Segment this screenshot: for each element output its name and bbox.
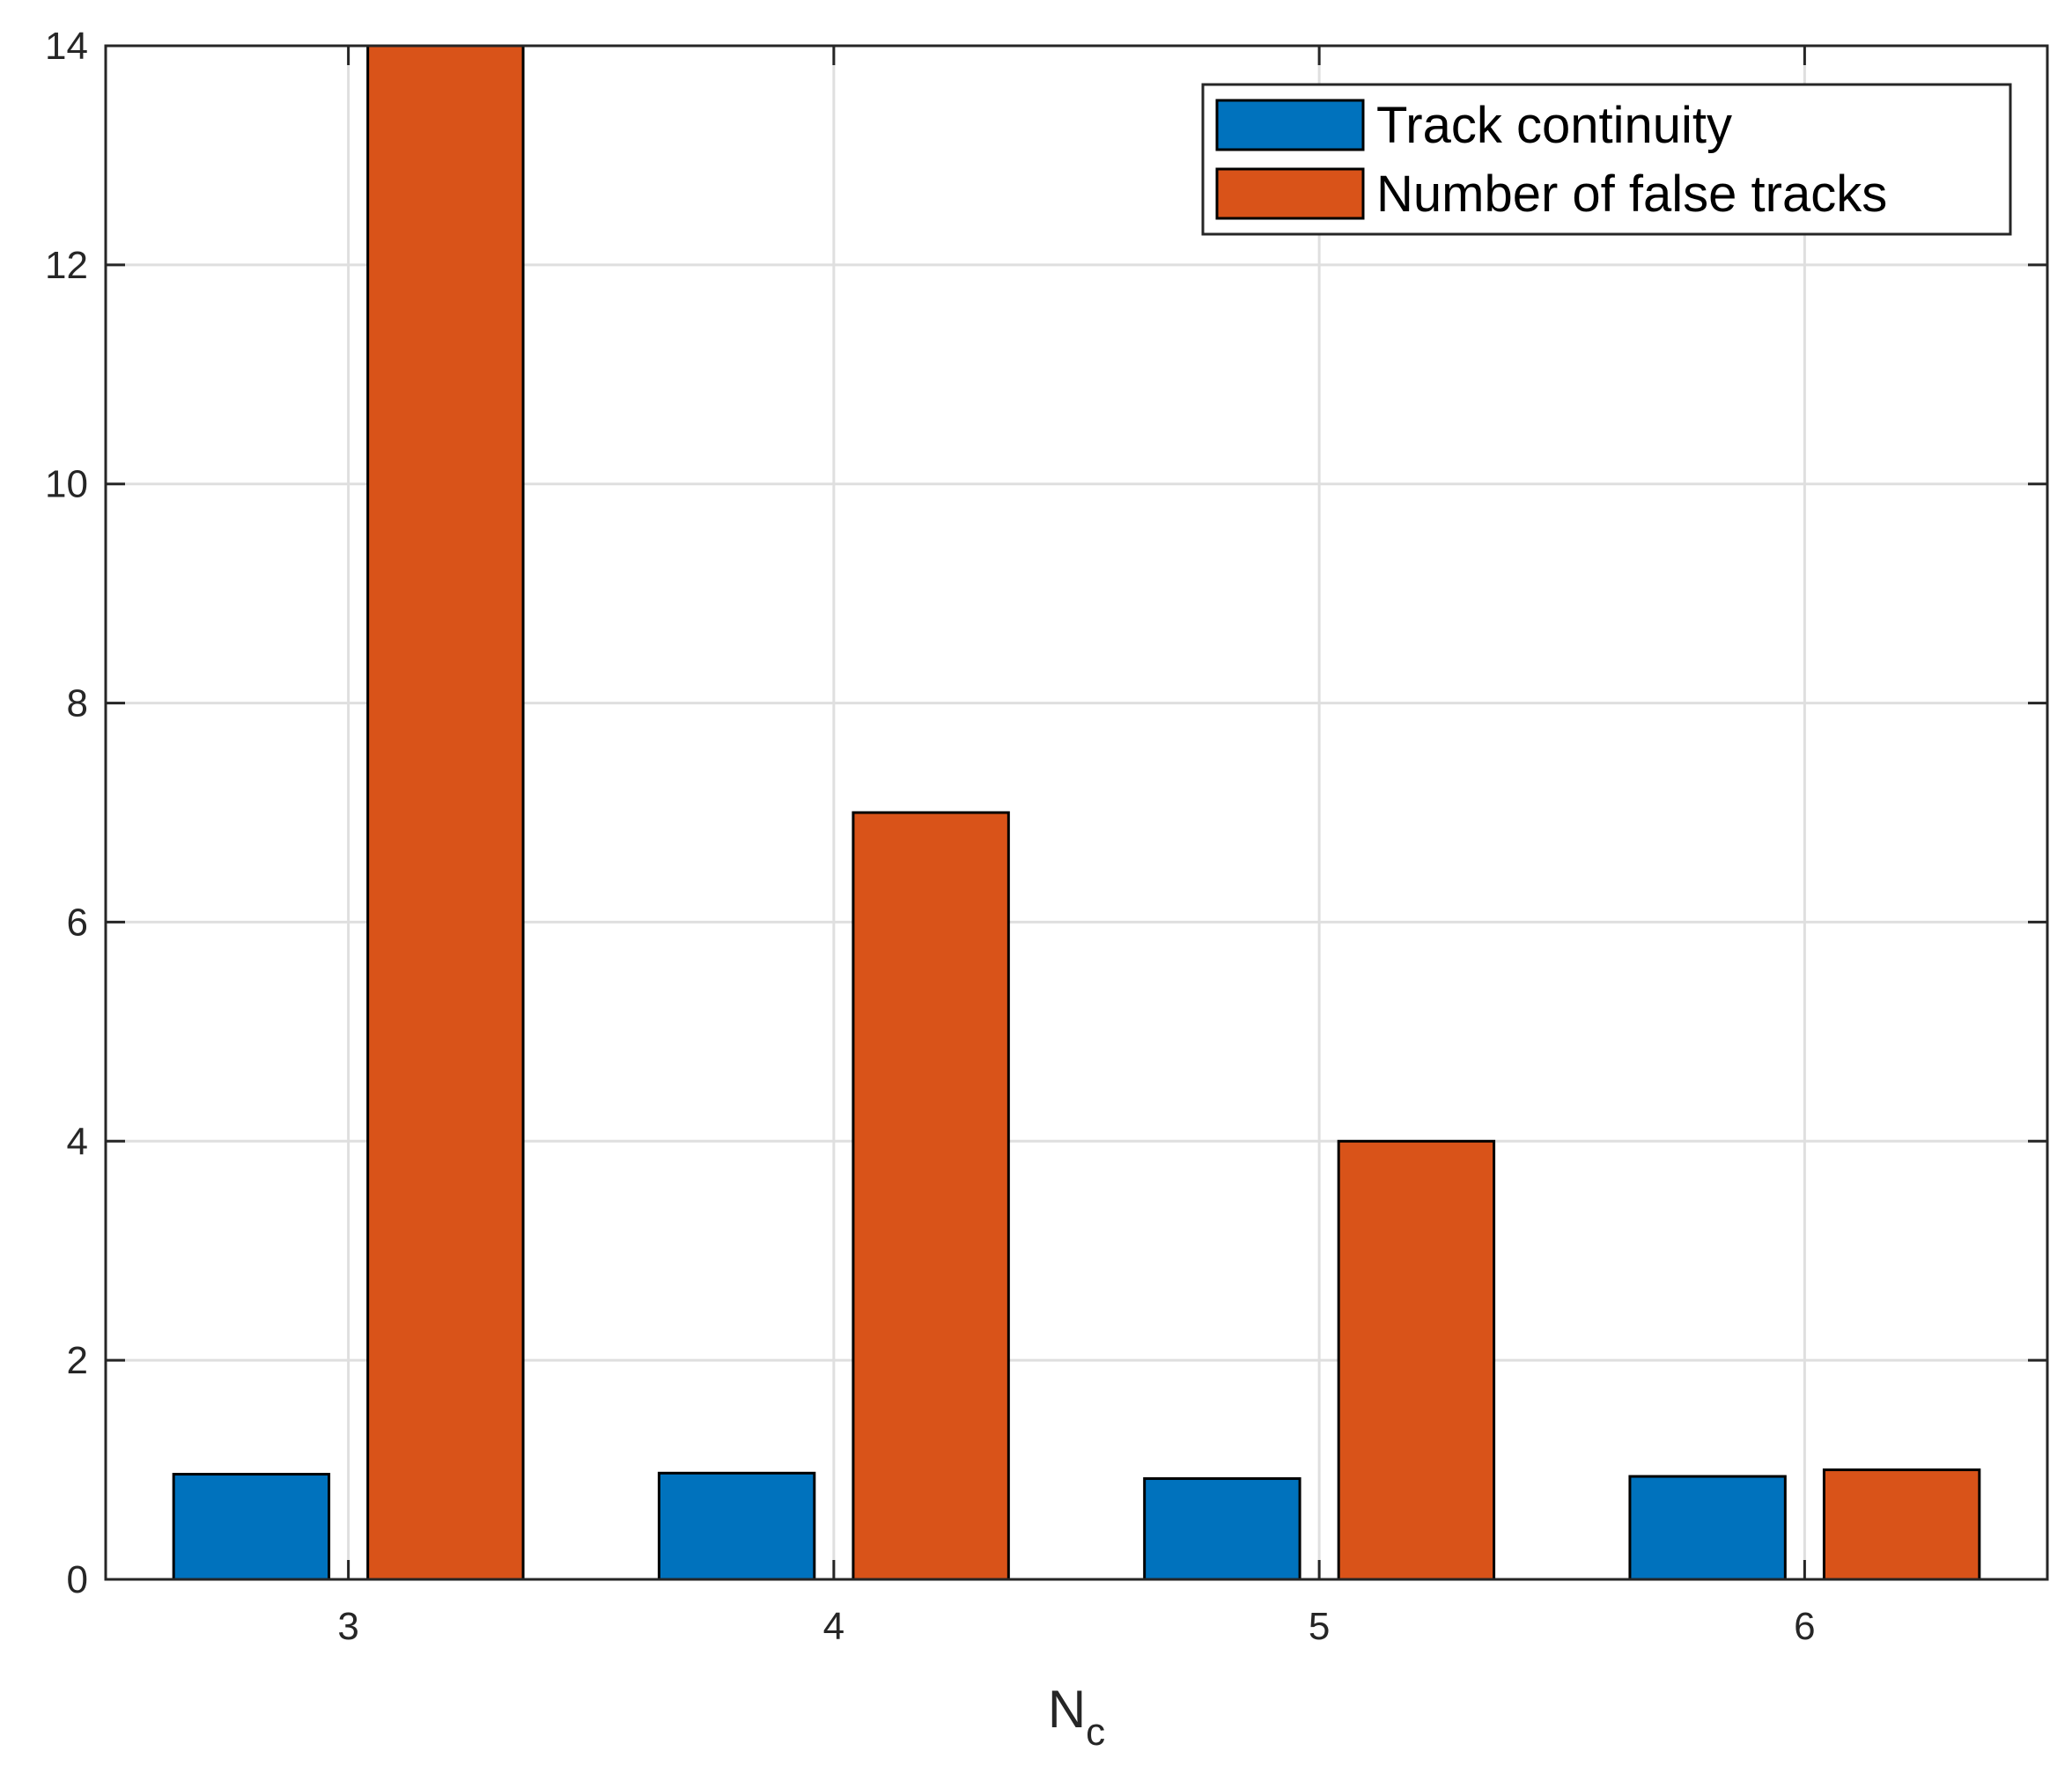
bar-number-of-false-tracks-6 <box>1822 1468 1981 1581</box>
x-tick-label-6: 6 <box>1794 1605 1815 1648</box>
bar-track-continuity-6 <box>1628 1475 1787 1581</box>
x-axis-label: Nc <box>1048 1680 1105 1754</box>
bar-track-continuity-3 <box>172 1473 331 1581</box>
legend-label-number-of-false-tracks: Number of false tracks <box>1376 166 1887 223</box>
x-tick-label-5: 5 <box>1309 1605 1330 1648</box>
y-tick-label-14: 14 <box>45 25 88 68</box>
bar-number-of-false-tracks-4 <box>852 811 1010 1581</box>
x-axis-label-subscript: c <box>1086 1711 1105 1754</box>
x-axis-label-main: N <box>1048 1680 1086 1739</box>
y-tick-labels: 0 2 4 6 8 10 12 14 <box>45 25 88 1601</box>
y-tick-label-6: 6 <box>67 901 88 944</box>
bar-track-continuity-4 <box>657 1471 816 1581</box>
legend-label-track-continuity: Track continuity <box>1376 97 1732 154</box>
y-tick-label-8: 8 <box>67 682 88 725</box>
axis-ticks <box>106 44 2047 1581</box>
bar-number-of-false-tracks-3 <box>366 44 525 1581</box>
y-tick-label-0: 0 <box>67 1558 88 1601</box>
y-tick-label-12: 12 <box>45 244 88 287</box>
y-tick-label-4: 4 <box>67 1120 88 1163</box>
legend: Track continuity Number of false tracks <box>1201 83 2012 236</box>
bar-number-of-false-tracks-5 <box>1337 1139 1496 1581</box>
y-tick-label-2: 2 <box>67 1339 88 1382</box>
x-tick-label-4: 4 <box>823 1605 844 1648</box>
x-tick-label-3: 3 <box>337 1605 358 1648</box>
plot-frame <box>104 44 2049 1581</box>
y-tick-label-10: 10 <box>45 463 88 506</box>
legend-swatch-number-of-false-tracks <box>1215 167 1365 220</box>
legend-swatch-track-continuity <box>1215 99 1365 151</box>
bar-track-continuity-5 <box>1143 1477 1301 1581</box>
x-tick-labels: 3 4 5 6 <box>337 1605 1815 1648</box>
